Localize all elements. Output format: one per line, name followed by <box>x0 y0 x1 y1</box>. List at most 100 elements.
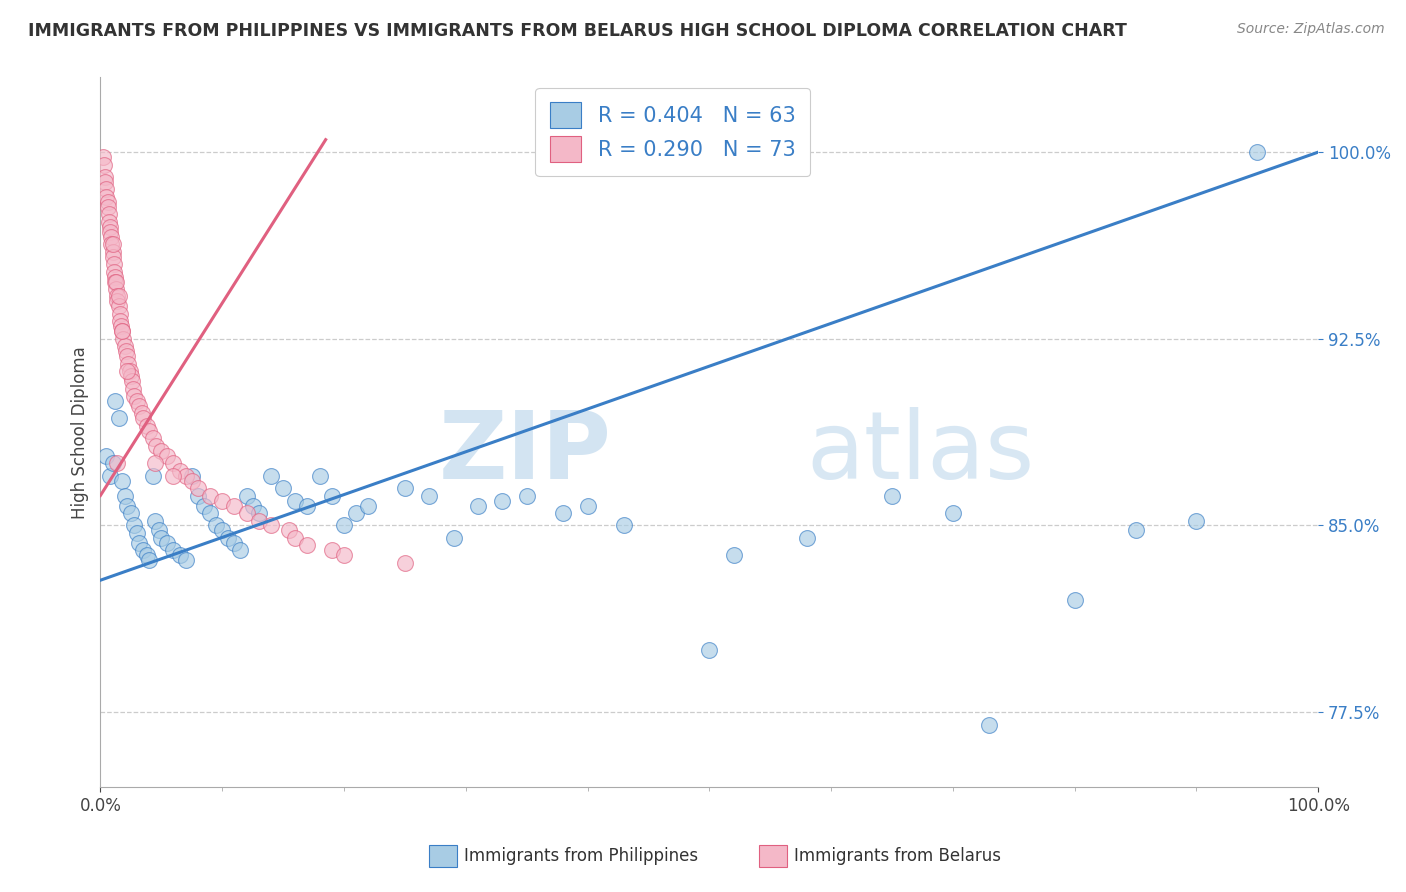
Point <box>394 481 416 495</box>
Point <box>247 514 270 528</box>
Point <box>333 518 356 533</box>
Point <box>98 219 121 234</box>
Point <box>107 300 129 314</box>
Y-axis label: High School Diploma: High School Diploma <box>72 346 89 518</box>
Point <box>321 489 343 503</box>
Point <box>516 489 538 503</box>
Point <box>321 543 343 558</box>
Point <box>211 524 233 538</box>
Point <box>114 489 136 503</box>
Point <box>125 525 148 540</box>
Point <box>118 364 141 378</box>
Point <box>104 275 127 289</box>
Point <box>145 439 167 453</box>
Point <box>124 518 146 533</box>
Point <box>98 225 121 239</box>
Point <box>162 456 184 470</box>
Point <box>135 549 157 563</box>
Point <box>101 456 124 470</box>
Point <box>344 506 367 520</box>
Point <box>96 190 118 204</box>
Text: ZIP: ZIP <box>439 408 612 500</box>
Point <box>138 553 160 567</box>
Point <box>97 200 120 214</box>
Point <box>117 357 139 371</box>
Point <box>205 518 228 533</box>
Point <box>235 489 257 503</box>
Point <box>1063 593 1085 607</box>
Point <box>107 289 129 303</box>
Point <box>491 493 513 508</box>
Point <box>120 506 142 520</box>
Point <box>576 499 599 513</box>
Point <box>156 536 179 550</box>
Point <box>101 237 124 252</box>
Point <box>103 257 125 271</box>
Point <box>260 518 283 533</box>
Point <box>229 543 252 558</box>
Point <box>150 443 173 458</box>
Point <box>187 489 209 503</box>
Point <box>142 431 165 445</box>
Point <box>115 499 138 513</box>
Point <box>105 282 128 296</box>
Point <box>174 468 197 483</box>
Point <box>297 538 319 552</box>
Point <box>96 449 118 463</box>
Point <box>107 294 129 309</box>
Point <box>156 449 179 463</box>
Point <box>124 389 146 403</box>
Legend: R = 0.404   N = 63, R = 0.290   N = 73: R = 0.404 N = 63, R = 0.290 N = 73 <box>536 87 810 177</box>
Point <box>333 549 356 563</box>
Point <box>150 531 173 545</box>
Point <box>1125 524 1147 538</box>
Point <box>94 169 117 184</box>
Point <box>128 399 150 413</box>
Point <box>104 394 127 409</box>
Point <box>278 524 301 538</box>
Point <box>111 474 134 488</box>
Point <box>107 411 129 425</box>
Point <box>1246 145 1268 160</box>
Point <box>120 369 142 384</box>
Point <box>108 314 131 328</box>
Point <box>148 524 170 538</box>
Point <box>143 456 166 470</box>
Point <box>796 531 818 545</box>
Point <box>107 456 129 470</box>
Point <box>115 344 138 359</box>
Point <box>101 250 124 264</box>
Point <box>198 489 221 503</box>
Point <box>162 468 184 483</box>
Point <box>103 264 125 278</box>
Point <box>235 506 257 520</box>
Point <box>467 499 489 513</box>
Point <box>132 543 155 558</box>
Point <box>121 374 143 388</box>
Point <box>135 418 157 433</box>
Point <box>180 468 202 483</box>
Point <box>394 556 416 570</box>
Point <box>114 339 136 353</box>
Point <box>942 506 965 520</box>
Point <box>111 324 134 338</box>
Point <box>211 493 233 508</box>
Point <box>613 518 636 533</box>
Point <box>93 157 115 171</box>
Point <box>110 319 132 334</box>
Point <box>97 194 120 209</box>
Point <box>271 481 294 495</box>
Point <box>98 468 121 483</box>
Point <box>260 468 283 483</box>
Point <box>111 324 134 338</box>
Text: IMMIGRANTS FROM PHILIPPINES VS IMMIGRANTS FROM BELARUS HIGH SCHOOL DIPLOMA CORRE: IMMIGRANTS FROM PHILIPPINES VS IMMIGRANT… <box>28 22 1128 40</box>
Point <box>143 514 166 528</box>
Point <box>128 536 150 550</box>
Point <box>308 468 330 483</box>
Text: Source: ZipAtlas.com: Source: ZipAtlas.com <box>1237 22 1385 37</box>
Point <box>224 499 246 513</box>
Point <box>723 549 745 563</box>
Point <box>96 182 118 196</box>
Point <box>125 394 148 409</box>
Point <box>142 468 165 483</box>
